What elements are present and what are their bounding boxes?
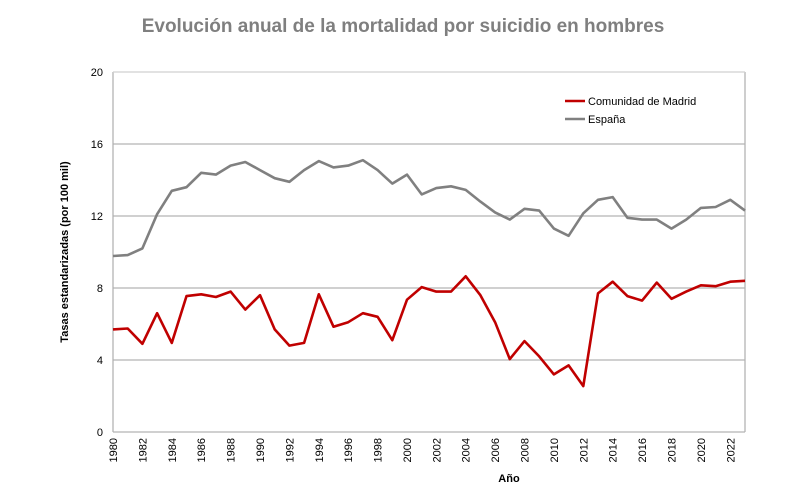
- x-tick-label: 1998: [373, 438, 385, 462]
- chart-title: Evolución anual de la mortalidad por sui…: [141, 16, 665, 37]
- x-tick-label: 2004: [461, 438, 473, 462]
- y-tick-label: 16: [91, 139, 103, 151]
- x-tick-label: 2000: [402, 438, 414, 462]
- x-tick-label: 2022: [725, 438, 737, 462]
- x-tick-label: 1988: [226, 438, 238, 462]
- x-tick-label: 1996: [343, 438, 355, 462]
- x-axis-title: Año: [498, 473, 520, 485]
- x-tick-label: 1982: [137, 438, 149, 462]
- y-tick-label: 8: [97, 283, 103, 295]
- y-axis-title: Tasas estandarizadas (por 100 mil): [59, 161, 71, 343]
- x-tick-label: 2012: [578, 438, 590, 462]
- y-tick-label: 4: [97, 355, 103, 367]
- y-tick-label: 0: [97, 427, 103, 439]
- series-line-espana: [112, 158, 746, 258]
- x-tick-label: 1980: [108, 438, 120, 462]
- x-tick-label: 2018: [667, 438, 679, 462]
- x-tick-label: 1990: [255, 438, 267, 462]
- x-tick-label: 2002: [431, 438, 443, 462]
- x-tick-label: 1992: [284, 438, 296, 462]
- x-tick-label: 1984: [167, 438, 179, 462]
- x-tick-label: 2014: [608, 438, 620, 462]
- legend-label: España: [588, 114, 626, 126]
- x-tick-label: 2010: [549, 438, 561, 462]
- x-tick-label: 2016: [637, 438, 649, 462]
- x-tick-label: 2008: [520, 438, 532, 462]
- legend-label: Comunidad de Madrid: [588, 96, 696, 108]
- x-tick-label: 1994: [314, 438, 326, 462]
- y-tick-label: 20: [91, 67, 103, 79]
- x-tick-label: 2006: [490, 438, 502, 462]
- x-tick-label: 2020: [696, 438, 708, 462]
- series-line-madrid: [112, 274, 746, 388]
- y-tick-label: 12: [91, 211, 103, 223]
- x-tick-label: 1986: [196, 438, 208, 462]
